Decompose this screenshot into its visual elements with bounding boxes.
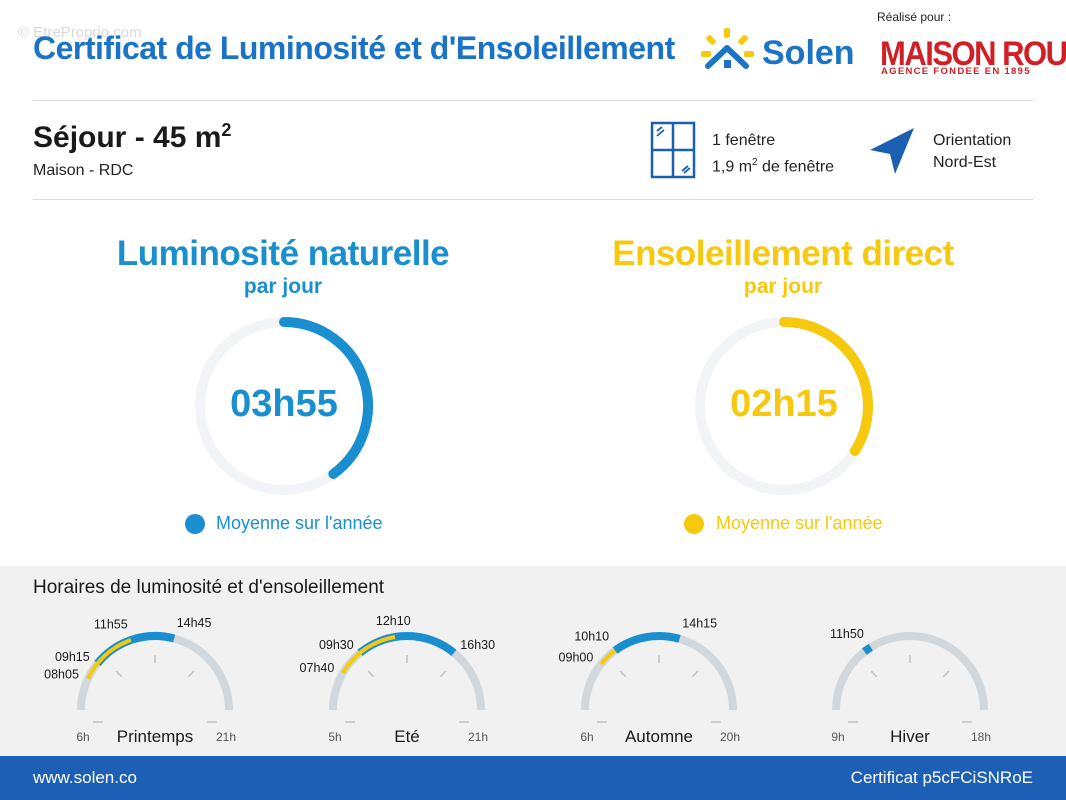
season-time-label: 10h10 (574, 629, 609, 643)
season-end-label: 21h (468, 730, 488, 744)
season-name: Eté (394, 727, 420, 746)
horaires-title: Horaires de luminosité et d'ensoleilleme… (33, 577, 385, 598)
season-tick (115, 670, 123, 678)
horaires-panel (0, 566, 1066, 756)
season-start-label: 6h (580, 730, 593, 744)
season-track (329, 632, 485, 711)
legend-dot-yellow (684, 514, 704, 534)
season-tick (367, 670, 375, 678)
season-gauge-printemps: 08h05 09h15 11h55 14h45 6h 21h Printemps (44, 616, 236, 746)
solen-sun-house-icon (701, 28, 754, 69)
orientation-arrow-icon (868, 126, 916, 181)
orientation-info: Orientation Nord-Est (933, 130, 1011, 174)
season-time-label: 11h55 (94, 618, 128, 632)
season-time-label: 14h15 (682, 616, 717, 630)
season-time-label: 08h05 (44, 668, 79, 682)
season-tick (870, 670, 878, 678)
page-title: Certificat de Luminosité et d'Ensoleille… (33, 30, 675, 66)
luminosite-legend: Moyenne sur l'année (216, 513, 383, 533)
footer-certificate-id: Certificat p5cFCiSNRoE (850, 768, 1033, 787)
orientation-label: Orientation (933, 132, 1012, 149)
season-tick (187, 670, 195, 678)
season-time-label: 09h15 (55, 650, 90, 664)
room-title: Séjour - 45 m2 (33, 120, 232, 154)
ensoleillement-gauge (695, 317, 873, 495)
window-icon (650, 121, 696, 184)
season-tick (439, 670, 447, 678)
season-track (581, 632, 737, 711)
season-name: Hiver (890, 727, 930, 746)
solen-brand: Solen (762, 34, 855, 72)
season-time-label: 09h00 (559, 651, 594, 665)
season-gauge-automne: 09h00 10h10 14h15 6h 20h Automne (559, 616, 740, 746)
season-gauge-eté: 07h40 09h30 12h10 16h30 5h 21h Eté (300, 614, 496, 746)
luminosite-gauge-arc (279, 317, 373, 479)
ensoleillement-title: Ensoleillement direct (612, 234, 954, 273)
window-count: 1 fenêtre (712, 132, 776, 149)
realise-pour-label: Réalisé pour : (877, 10, 952, 24)
season-tick (691, 670, 699, 678)
season-time-label: 11h50 (830, 627, 864, 641)
luminosite-value: 03h55 (230, 383, 338, 425)
ensoleillement-gauge-arc (779, 317, 873, 457)
season-tick (619, 670, 627, 678)
season-name: Automne (625, 727, 693, 746)
room-subtitle: Maison - RDC (33, 162, 134, 179)
season-time-label: 14h45 (177, 616, 212, 630)
ensoleillement-legend: Moyenne sur l'année (716, 513, 883, 533)
season-start-label: 5h (328, 730, 341, 744)
client-logo-name: MAISON ROUGE (880, 34, 1066, 73)
season-time-label: 09h30 (319, 638, 354, 652)
divider (33, 199, 1033, 200)
season-sun-arc (86, 638, 132, 680)
orientation-value: Nord-Est (933, 154, 997, 171)
season-name: Printemps (117, 727, 194, 746)
season-light-arc (612, 632, 681, 654)
season-time-label: 07h40 (300, 661, 335, 675)
watermark: © EtreProprio.com (18, 24, 142, 41)
luminosite-gauge (195, 317, 373, 495)
window-info: 1 fenêtre 1,9 m2 de fenêtre (712, 130, 834, 178)
season-light-arc (861, 643, 873, 655)
luminosite-subtitle: par jour (243, 275, 323, 298)
footer-website: www.solen.co (33, 768, 137, 787)
season-end-label: 21h (216, 730, 236, 744)
client-logo-tagline: AGENCE FONDEE EN 1895 (881, 66, 1031, 77)
season-end-label: 18h (971, 730, 991, 744)
ensoleillement-subtitle: par jour (743, 275, 823, 298)
divider (33, 100, 1033, 101)
luminosite-title: Luminosité naturelle (116, 234, 450, 273)
season-sun-arc (341, 635, 396, 675)
solen-logo (700, 26, 756, 79)
season-start-label: 6h (76, 730, 89, 744)
footer-bar (0, 756, 1066, 800)
season-sun-arc (599, 648, 617, 666)
season-tick (942, 670, 950, 678)
season-end-label: 20h (720, 730, 740, 744)
season-gauge-hiver: 11h50 9h 18h Hiver (830, 627, 991, 746)
window-area: 1,9 m2 de fenêtre (712, 157, 835, 176)
season-track (77, 632, 233, 711)
season-start-label: 9h (831, 730, 844, 744)
legend-dot-blue (185, 514, 205, 534)
season-track (832, 632, 988, 711)
season-time-label: 12h10 (376, 614, 411, 628)
season-time-label: 16h30 (460, 638, 495, 652)
ensoleillement-value: 02h15 (730, 383, 838, 425)
